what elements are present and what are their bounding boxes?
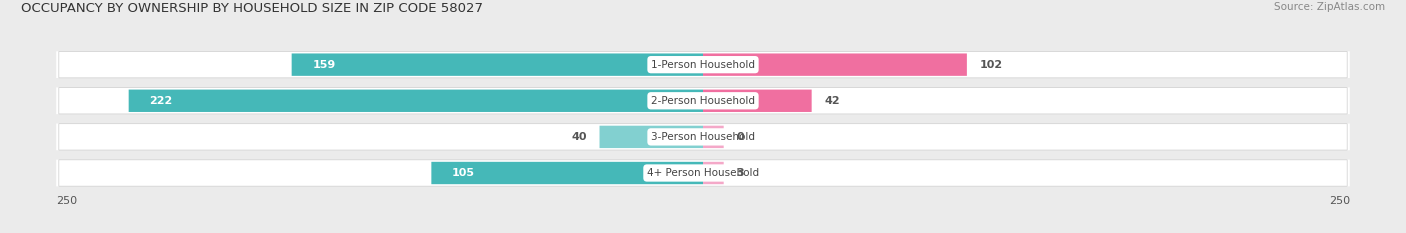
Text: 105: 105 (453, 168, 475, 178)
Text: 3-Person Household: 3-Person Household (651, 132, 755, 142)
Text: 250: 250 (56, 196, 77, 206)
FancyBboxPatch shape (703, 126, 724, 148)
Text: OCCUPANCY BY OWNERSHIP BY HOUSEHOLD SIZE IN ZIP CODE 58027: OCCUPANCY BY OWNERSHIP BY HOUSEHOLD SIZE… (21, 2, 484, 15)
Text: 4+ Person Household: 4+ Person Household (647, 168, 759, 178)
FancyBboxPatch shape (291, 53, 703, 76)
FancyBboxPatch shape (56, 160, 1350, 186)
Text: 42: 42 (824, 96, 841, 106)
FancyBboxPatch shape (56, 123, 1350, 150)
FancyBboxPatch shape (599, 126, 703, 148)
Text: 250: 250 (1329, 196, 1350, 206)
Text: 40: 40 (571, 132, 586, 142)
FancyBboxPatch shape (703, 162, 724, 184)
FancyBboxPatch shape (703, 89, 811, 112)
FancyBboxPatch shape (703, 53, 967, 76)
FancyBboxPatch shape (56, 51, 1350, 78)
Text: 1-Person Household: 1-Person Household (651, 60, 755, 70)
FancyBboxPatch shape (432, 162, 703, 184)
Text: 0: 0 (737, 132, 744, 142)
Text: 3: 3 (737, 168, 744, 178)
Text: Source: ZipAtlas.com: Source: ZipAtlas.com (1274, 2, 1385, 12)
Text: 222: 222 (149, 96, 173, 106)
FancyBboxPatch shape (129, 89, 703, 112)
Text: 2-Person Household: 2-Person Household (651, 96, 755, 106)
Text: 159: 159 (312, 60, 336, 70)
FancyBboxPatch shape (56, 87, 1350, 114)
Text: 102: 102 (980, 60, 1002, 70)
